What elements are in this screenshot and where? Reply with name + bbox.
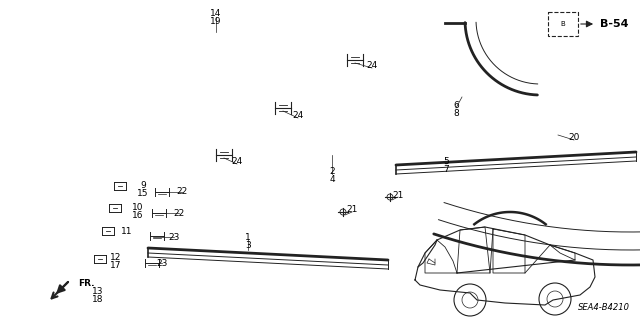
Text: 18: 18 <box>92 294 104 303</box>
Text: 20: 20 <box>568 133 580 143</box>
Text: 6: 6 <box>453 100 459 109</box>
Text: 9: 9 <box>140 182 146 190</box>
Text: 21: 21 <box>346 204 358 213</box>
Text: SEA4-B4210: SEA4-B4210 <box>578 303 630 312</box>
Text: 24: 24 <box>366 61 378 70</box>
Text: 7: 7 <box>443 165 449 174</box>
Text: 12: 12 <box>110 254 122 263</box>
Text: FR.: FR. <box>78 279 95 288</box>
Text: 22: 22 <box>173 209 184 218</box>
Text: B-54: B-54 <box>600 19 628 29</box>
Text: 13: 13 <box>92 286 104 295</box>
Text: 23: 23 <box>168 233 180 241</box>
Text: 5: 5 <box>443 157 449 166</box>
Text: 14: 14 <box>211 9 221 18</box>
Text: 24: 24 <box>292 110 303 120</box>
Text: 17: 17 <box>110 262 122 271</box>
Text: 15: 15 <box>137 189 148 198</box>
Text: 8: 8 <box>453 108 459 117</box>
Text: 10: 10 <box>132 204 144 212</box>
Text: 22: 22 <box>177 188 188 197</box>
Text: 1: 1 <box>245 233 251 241</box>
Text: 23: 23 <box>156 259 168 269</box>
Text: 19: 19 <box>211 17 221 26</box>
Text: 11: 11 <box>121 227 132 236</box>
Text: 2: 2 <box>329 167 335 176</box>
Text: 3: 3 <box>245 241 251 249</box>
Text: 4: 4 <box>329 175 335 184</box>
Text: 16: 16 <box>132 211 144 220</box>
Text: 21: 21 <box>392 190 404 199</box>
Text: B: B <box>561 21 565 27</box>
Text: 24: 24 <box>232 158 243 167</box>
